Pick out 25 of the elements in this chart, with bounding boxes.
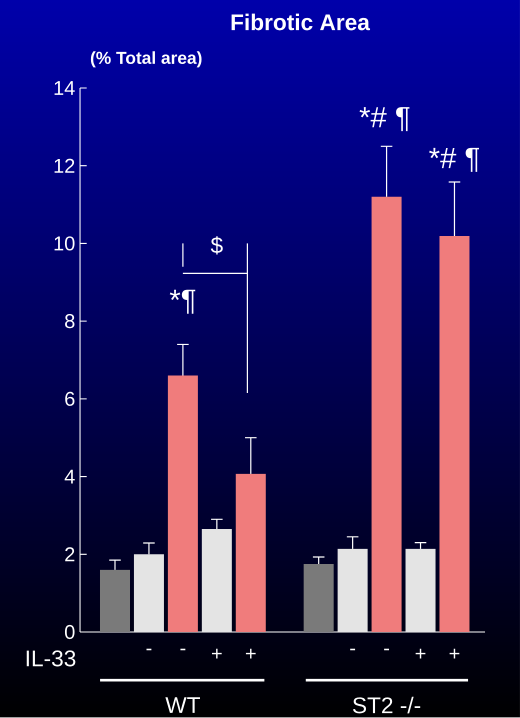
y-tick-label: 2	[65, 547, 74, 562]
text: IL-33	[26, 650, 76, 666]
x-tick-label: +	[246, 648, 256, 658]
x-tick-label: -	[146, 648, 152, 650]
text: WT	[165, 697, 200, 713]
annotation: *# ¶	[429, 148, 480, 172]
x-tick-label: -	[350, 648, 356, 650]
y-tick-label: 12	[54, 158, 74, 173]
x-tick-label: -	[384, 648, 390, 650]
x-tick-label: -	[180, 648, 186, 650]
chart-title: Fibrotic Area	[232, 14, 370, 30]
x-tick-label: +	[416, 648, 426, 658]
y-tick-label: 6	[65, 392, 74, 406]
y-axis-title: (% Total area)	[90, 51, 202, 68]
x-tick-label: +	[450, 648, 460, 658]
y-tick-label: 10	[54, 236, 75, 250]
annotation: $	[210, 236, 223, 255]
y-tick-label: 14	[54, 81, 75, 95]
annotation: *¶	[170, 290, 196, 314]
annotation: *# ¶	[360, 107, 410, 132]
x-tick-label: +	[212, 648, 222, 658]
text: ST2 -/-	[352, 696, 420, 714]
y-tick-label: 8	[65, 314, 74, 328]
y-tick-label: 4	[64, 470, 75, 484]
y-tick-label: 0	[64, 624, 75, 640]
